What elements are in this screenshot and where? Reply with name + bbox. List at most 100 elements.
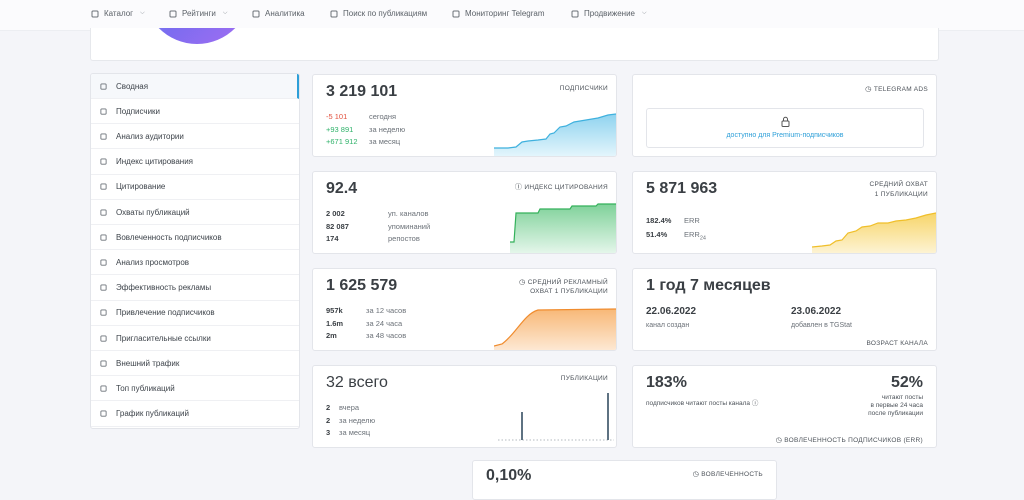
sidebar-label[interactable]: Индекс цитирования <box>116 157 194 167</box>
sidebar-item[interactable]: Внешний трафик <box>91 351 299 377</box>
subscribers-value: 3 219 101 <box>326 83 398 100</box>
sidebar-item[interactable]: Подписчики <box>91 99 299 125</box>
nav-label[interactable]: Поиск по публикациям <box>343 9 428 18</box>
icon-shape <box>330 10 338 17</box>
icon-shape <box>100 259 107 266</box>
nav-label[interactable]: Продвижение <box>584 9 635 18</box>
engagement-value: 183% <box>646 374 687 391</box>
icon <box>100 108 107 115</box>
stat-label: за 48 часов <box>366 331 407 341</box>
sidebar-label[interactable]: Анализ аудитории <box>116 131 184 141</box>
stat-value: 2m <box>326 331 337 341</box>
icon <box>100 158 107 165</box>
stat-value: 2 <box>326 403 331 412</box>
sidebar-label[interactable]: Сводная <box>116 81 149 91</box>
sidebar-label[interactable]: Привлечение подписчиков <box>116 308 215 318</box>
posts-chart <box>498 393 614 441</box>
err-label: ERR <box>684 216 700 225</box>
sidebar-item[interactable]: Эффективность рекламы <box>91 276 299 301</box>
telegram-ads-caption: ◷ TELEGRAM ADS <box>865 85 928 93</box>
icon-shape <box>571 10 579 17</box>
icon <box>91 10 99 17</box>
sidebar-label[interactable]: Пригласительные ссылки <box>116 333 211 343</box>
sidebar-label[interactable]: График публикаций <box>116 409 189 419</box>
stat-label: за неделю <box>369 124 406 134</box>
sidebar-label[interactable]: Эффективность рекламы <box>116 283 212 293</box>
err-value: 182.4% <box>646 216 672 225</box>
stat-label: сегодня <box>369 112 397 121</box>
nav-label[interactable]: Мониторинг Telegram <box>465 9 545 18</box>
icon <box>100 183 107 190</box>
posts-caption: ПУБЛИКАЦИИ <box>560 375 608 382</box>
ad-reach-value: 1 625 579 <box>326 277 398 294</box>
nav-item[interactable]: Мониторинг Telegram <box>452 9 545 18</box>
icon <box>100 234 107 241</box>
stat-value: 2 002 <box>326 209 345 218</box>
subscribers-card: 3 219 101 ПОДПИСЧИКИ -5 101 сегодня +93 89… <box>312 74 617 157</box>
icon <box>100 309 107 316</box>
created-label: канал создан <box>646 322 690 329</box>
sidebar-item[interactable]: Индекс цитирования <box>91 150 299 175</box>
stat-label: репостов <box>388 234 420 244</box>
icon-shape <box>100 284 107 291</box>
icon-shape <box>100 234 107 241</box>
citation-caption-text: ИНДЕКС ЦИТИРОВАНИЯ <box>524 184 608 191</box>
sidebar-label[interactable]: Цитирование <box>116 182 166 192</box>
sidebar-item[interactable]: Вовлеченность подписчиков <box>91 225 299 251</box>
sidebar-label[interactable]: Вовлеченность подписчиков <box>116 232 222 242</box>
icon-shape <box>100 385 107 392</box>
nav-label[interactable]: Каталог <box>104 9 134 18</box>
icon <box>169 10 177 17</box>
engagement-note: подписчиков читают посты канала ⓘ <box>646 397 758 407</box>
nav-label[interactable]: Рейтинги <box>182 9 216 18</box>
icon <box>100 334 107 342</box>
err24-label-text: ERR <box>684 230 700 239</box>
stat-value: 1.6m <box>326 318 344 328</box>
nav-item[interactable]: Каталог ⌵ <box>91 9 145 18</box>
top-nav: Каталог ⌵ Рейтинги ⌵ Аналитика Поиск по публи… <box>0 0 1024 31</box>
sidebar-item[interactable]: Топ публикаций <box>91 376 299 402</box>
engagement-note-2-2: в первые 24 часа <box>870 402 923 409</box>
sidebar-item[interactable]: Анализ аудитории <box>91 124 299 150</box>
caret: ⌵ <box>642 10 647 16</box>
sidebar-item[interactable]: Привлечение подписчиков <box>91 301 299 326</box>
stat-label: упоминаний <box>388 221 431 231</box>
nav-item[interactable]: Поиск по публикациям <box>330 9 427 18</box>
ad-reach-sparkline <box>494 308 616 350</box>
sidebar-item[interactable]: Пригласительные ссылки <box>91 326 299 351</box>
nav-item[interactable]: Аналитика <box>252 9 305 18</box>
sidebar-item[interactable]: Сводная <box>91 74 299 99</box>
premium-box[interactable]: доступно для Premium-подписчиков <box>646 108 924 148</box>
added-label: добавлен в TGStat <box>791 322 852 329</box>
added-date: 23.06.2022 <box>791 306 842 317</box>
sidebar-label[interactable]: Топ публикаций <box>116 383 175 393</box>
icon <box>330 10 338 17</box>
sidebar-label[interactable]: Охваты публикаций <box>116 207 190 217</box>
icon-shape <box>100 82 107 90</box>
sidebar-label[interactable]: Анализ просмотров <box>116 257 190 267</box>
icon-shape <box>100 360 107 367</box>
ad-reach-caption-2: ОХВАТ 1 ПУБЛИКАЦИИ <box>530 288 608 295</box>
icon <box>100 385 107 392</box>
sidebar-item[interactable]: График публикаций <box>91 402 299 427</box>
icon <box>252 10 260 17</box>
premium-note[interactable]: доступно для Premium-подписчиков <box>726 132 844 139</box>
posts-value: 32 всего <box>326 374 388 391</box>
nav-item[interactable]: Рейтинги ⌵ <box>169 9 227 18</box>
age-caption: ВОЗРАСТ КАНАЛА <box>866 340 928 347</box>
sidebar-item[interactable]: Охваты публикаций <box>91 200 299 225</box>
icon <box>100 208 107 216</box>
icon-shape <box>452 10 460 17</box>
age-card: 1 год 7 месяцев 22.06.2022 канал создан … <box>632 268 937 351</box>
sidebar-item[interactable]: Цитирование <box>91 175 299 200</box>
stat-value: 957k <box>326 306 343 315</box>
nav-label[interactable]: Аналитика <box>265 9 305 18</box>
sidebar-label[interactable]: Внешний трафик <box>116 358 180 368</box>
nav-item[interactable]: Продвижение ⌵ <box>571 9 647 18</box>
err24-value: 51.4% <box>646 230 668 239</box>
info-icon: ⓘ <box>751 400 759 407</box>
age-value: 1 год 7 месяцев <box>646 277 771 294</box>
sidebar-label[interactable]: Подписчики <box>116 106 161 116</box>
sidebar-item[interactable]: Анализ просмотров <box>91 250 299 276</box>
